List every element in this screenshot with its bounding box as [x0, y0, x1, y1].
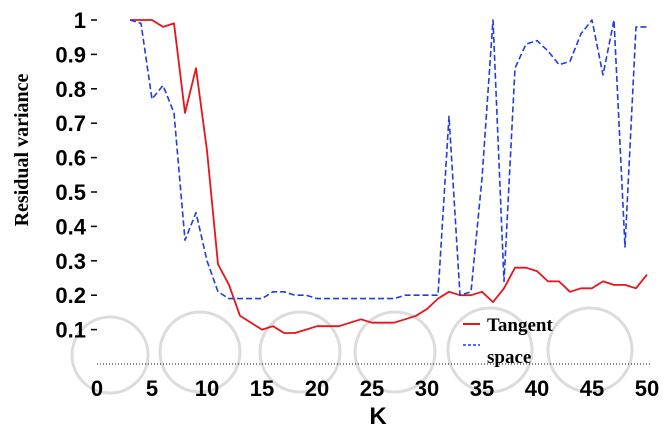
- y-tick-label: 0.5: [55, 180, 86, 205]
- y-tick-label: 0.1: [55, 318, 86, 343]
- y-tick-label: 0.2: [55, 283, 86, 308]
- legend-label-tangent: Tangent: [487, 315, 553, 336]
- plot-lines: [129, 19, 648, 334]
- y-tick-label: 0.3: [55, 249, 86, 274]
- legend-label-space: space: [487, 347, 531, 368]
- y-tick-label: 0.9: [55, 42, 86, 67]
- legend: Tangent space: [463, 315, 553, 368]
- x-tick-label: 30: [415, 376, 439, 401]
- y-tick-label: 0.8: [55, 77, 86, 102]
- x-tick-label: 25: [360, 376, 384, 401]
- x-tick-label: 35: [470, 376, 494, 401]
- x-tick-label: 0: [91, 376, 103, 401]
- watermark: [70, 306, 634, 395]
- x-axis-ticks: 0 5 10 15 20 25 30 35 40 45 50: [91, 376, 659, 401]
- series-line-tangent: [130, 19, 648, 334]
- x-tick-label: 50: [635, 376, 659, 401]
- x-tick-label: 10: [195, 376, 219, 401]
- y-tick-label: 0.6: [55, 146, 86, 171]
- x-tick-label: 5: [146, 376, 158, 401]
- y-axis-label: Residual variance: [11, 73, 33, 226]
- y-axis-ticks: 0.1 0.2 0.3 0.4 0.5 0.6 0.7 0.8 0.9 1: [55, 8, 97, 343]
- y-tick-label: 0.7: [55, 111, 86, 136]
- x-tick-label: 15: [250, 376, 274, 401]
- y-tick-label: 1: [74, 8, 86, 33]
- x-tick-label: 45: [580, 376, 604, 401]
- x-axis-label: K: [369, 403, 387, 425]
- y-tick-label: 0.4: [55, 214, 86, 239]
- x-tick-label: 40: [525, 376, 549, 401]
- series-line-space: [129, 19, 647, 300]
- x-tick-label: 20: [305, 376, 329, 401]
